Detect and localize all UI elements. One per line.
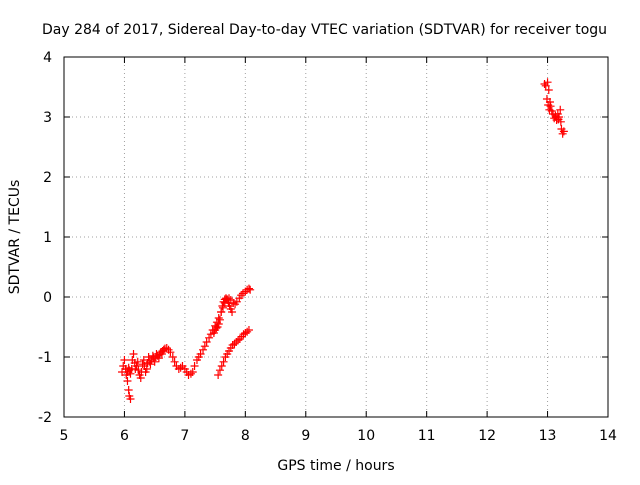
data-point — [138, 360, 147, 369]
data-point — [214, 320, 223, 328]
x-tick-label: 13 — [539, 428, 557, 444]
data-point — [188, 368, 197, 376]
data-point — [215, 315, 224, 324]
grid — [64, 57, 608, 417]
data-point — [200, 342, 209, 351]
data-point — [545, 98, 554, 106]
data-point — [541, 81, 550, 90]
data-point — [212, 324, 221, 333]
data-point — [150, 357, 159, 366]
x-tick-label: 12 — [478, 428, 496, 444]
data-point — [556, 105, 565, 114]
data-point — [146, 360, 155, 369]
data-point — [559, 127, 568, 136]
data-point — [176, 363, 185, 372]
data-point — [126, 369, 135, 378]
data-point — [546, 102, 555, 111]
data-point — [244, 284, 253, 293]
x-tick-label: 11 — [418, 428, 436, 444]
y-tick-label: 4 — [43, 50, 52, 66]
y-tick-label: 0 — [43, 290, 52, 306]
data-point — [230, 339, 239, 348]
data-point — [162, 344, 171, 352]
y-tick-label: -1 — [38, 350, 52, 366]
data-point — [136, 374, 145, 382]
data-point — [237, 291, 246, 300]
data-point — [219, 357, 228, 366]
data-point — [205, 333, 214, 342]
y-tick-label: 1 — [43, 230, 52, 246]
data-point — [199, 345, 208, 354]
data-point — [166, 348, 175, 357]
data-point — [129, 350, 138, 358]
data-point — [202, 338, 211, 346]
data-point — [246, 285, 255, 294]
data-point — [544, 86, 553, 94]
x-tick-label: 8 — [241, 428, 250, 444]
data-points — [118, 78, 568, 403]
data-point — [214, 371, 223, 379]
y-tick-label: 2 — [43, 170, 52, 186]
data-point — [133, 357, 142, 366]
data-point — [126, 395, 135, 403]
data-point — [124, 386, 133, 394]
chart-title: Day 284 of 2017, Sidereal Day-to-day VTE… — [42, 22, 607, 38]
x-tick-label: 6 — [120, 428, 129, 444]
data-point — [186, 369, 195, 378]
x-tick-label: 9 — [301, 428, 310, 444]
data-point — [132, 362, 141, 370]
data-point — [215, 366, 224, 375]
y-tick-label: 3 — [43, 110, 52, 126]
data-point — [168, 353, 177, 361]
data-point — [190, 362, 199, 370]
data-point — [218, 303, 227, 312]
data-point — [196, 350, 205, 358]
y-axis-label: SDTVAR / TECUs — [7, 180, 23, 295]
data-point — [217, 308, 226, 316]
x-tick-label: 7 — [180, 428, 189, 444]
data-point — [243, 327, 252, 336]
data-point — [556, 117, 565, 126]
x-tick-label: 5 — [60, 428, 69, 444]
data-point — [221, 294, 230, 303]
data-point — [244, 326, 253, 334]
data-point — [234, 336, 243, 345]
data-point — [142, 365, 151, 373]
data-point — [218, 302, 227, 310]
data-point — [120, 356, 129, 364]
data-point — [154, 354, 163, 363]
data-point — [228, 308, 237, 316]
data-point — [123, 377, 132, 385]
x-tick-label: 14 — [599, 428, 617, 444]
x-axis-label: GPS time / hours — [277, 458, 394, 474]
data-point — [170, 357, 179, 366]
data-point — [543, 78, 552, 87]
y-tick-label: -2 — [38, 410, 52, 426]
data-point — [217, 362, 226, 370]
x-tick-label: 10 — [357, 428, 375, 444]
